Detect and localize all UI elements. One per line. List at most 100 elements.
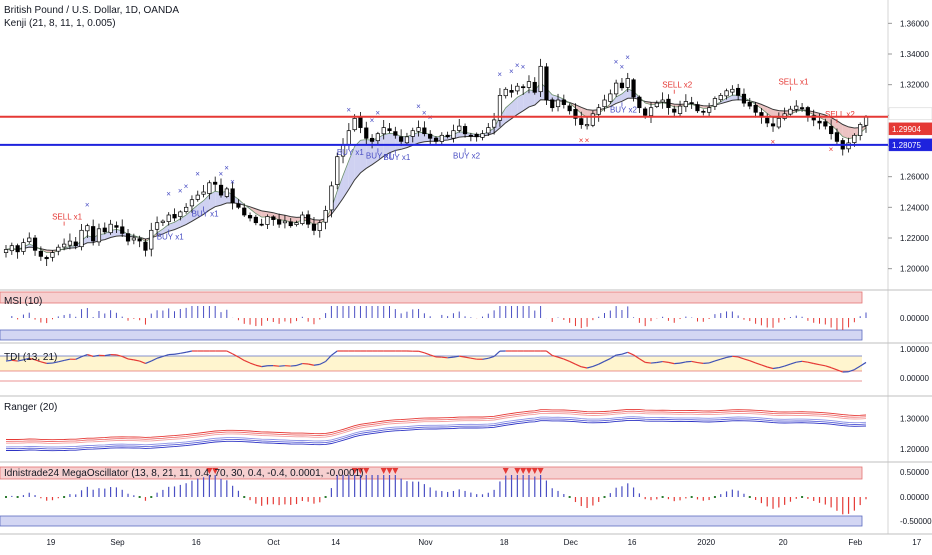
candle — [777, 118, 781, 127]
candle — [609, 94, 613, 102]
candle — [4, 250, 8, 253]
candle — [766, 118, 770, 123]
candle — [388, 129, 392, 131]
tdi-line-segment — [273, 366, 279, 367]
candle — [394, 132, 398, 136]
price-tick-label: 1.26000 — [900, 173, 929, 182]
signal-cross: × — [829, 145, 834, 154]
candle — [684, 102, 688, 107]
tdi-line-segment — [291, 365, 297, 366]
candle — [237, 204, 241, 208]
candle — [80, 230, 84, 246]
candle — [254, 217, 258, 223]
candle — [556, 100, 560, 107]
signal-cross: × — [166, 190, 171, 199]
mega-dot — [691, 496, 693, 498]
kenji-band-segment — [390, 133, 396, 153]
tdi-line-segment — [175, 353, 181, 354]
candle — [707, 108, 711, 113]
signal-label: BUY x1 — [337, 148, 365, 157]
candle — [655, 103, 659, 107]
candle — [370, 138, 374, 141]
tdi-line-segment — [796, 361, 802, 362]
candle — [446, 135, 450, 137]
candle — [423, 128, 427, 134]
candle — [155, 223, 159, 230]
candle — [109, 224, 113, 233]
mega-dot — [325, 496, 327, 498]
candle — [208, 183, 212, 194]
time-tick-label: Dec — [564, 538, 578, 547]
candle — [272, 217, 276, 220]
tdi-line-segment — [419, 351, 425, 353]
ranger-tick-label: 1.20000 — [900, 445, 929, 454]
candle — [150, 230, 154, 249]
mega-tick-label: 0.50000 — [900, 468, 929, 477]
candle — [597, 108, 601, 115]
candle — [144, 242, 148, 250]
kenji-band-segment — [343, 161, 349, 199]
mega-tick-label: 0.00000 — [900, 493, 929, 502]
time-tick-label: 18 — [500, 538, 509, 547]
candle — [347, 131, 351, 145]
msi-pane[interactable]: 0.00000 — [0, 292, 929, 340]
candle — [533, 82, 537, 92]
candle — [167, 215, 171, 222]
mega-dot — [5, 496, 7, 498]
price-badge-label: 1.28075 — [892, 141, 921, 150]
kenji-fast-line — [6, 83, 866, 253]
candle — [824, 122, 828, 126]
candle — [742, 94, 746, 103]
candle — [330, 186, 334, 210]
candle — [568, 106, 572, 111]
candle — [643, 109, 647, 115]
candle — [690, 103, 694, 104]
tdi-line-segment — [262, 366, 268, 367]
mega-dot — [749, 496, 751, 498]
tdi-tick-label: 1.00000 — [900, 345, 929, 354]
candle — [527, 82, 531, 88]
mega-tick-label: -0.50000 — [900, 517, 932, 526]
tdi-mid-zone — [0, 356, 862, 371]
signal-cross: × — [515, 61, 520, 70]
candle — [202, 192, 206, 194]
candle — [829, 126, 833, 133]
candle — [835, 133, 839, 142]
chart-title: British Pound / U.S. Dollar, 1D, OANDA — [4, 5, 179, 16]
signal-cross: × — [219, 170, 224, 179]
mega-dot — [243, 496, 245, 498]
candle — [382, 128, 386, 134]
candle — [173, 214, 177, 218]
candle — [853, 135, 857, 142]
signal-cross: × — [230, 177, 235, 186]
tdi-title: TDI (13, 21) — [4, 352, 57, 363]
signal-cross: × — [346, 105, 351, 114]
signal-label: BUY x1 — [383, 153, 411, 162]
msi-title: MSI (10) — [4, 296, 42, 307]
price-tick-label: 1.36000 — [900, 19, 929, 28]
candle — [115, 226, 119, 228]
candle — [452, 131, 456, 139]
tdi-line-segment — [628, 352, 634, 355]
candle — [551, 100, 555, 108]
tdi-line-segment — [546, 351, 552, 355]
candle — [492, 120, 496, 127]
candle — [324, 210, 328, 222]
candle — [713, 99, 717, 107]
signal-cross: × — [224, 164, 229, 173]
candle — [539, 66, 543, 91]
tdi-line-segment — [227, 351, 233, 354]
candle — [248, 215, 252, 218]
tdi-line-segment — [663, 362, 669, 363]
tdi-line-segment — [616, 354, 622, 355]
signal-cross: × — [184, 182, 189, 191]
candle — [121, 227, 125, 234]
time-tick-label: 19 — [46, 538, 55, 547]
candle — [516, 86, 520, 91]
candle — [545, 67, 549, 100]
candle — [434, 138, 438, 141]
candle — [795, 106, 799, 109]
